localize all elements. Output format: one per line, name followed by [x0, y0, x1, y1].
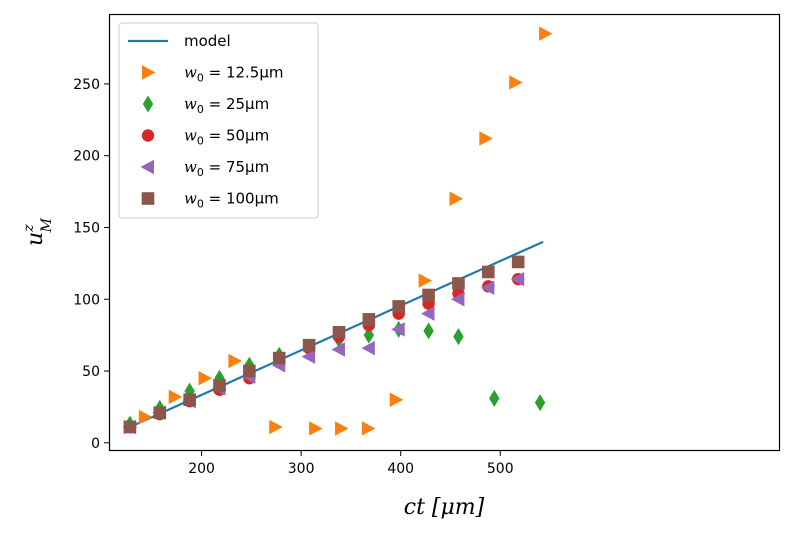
data-point	[153, 406, 167, 419]
series-1	[123, 26, 553, 436]
plot-area	[122, 26, 553, 436]
legend-item: w0 = 75μm	[140, 158, 269, 179]
data-point	[509, 75, 523, 90]
data-point	[391, 322, 405, 337]
legend-item: w0 = 100μm	[141, 190, 279, 211]
data-point	[450, 292, 465, 307]
data-point	[452, 277, 465, 290]
legend-item: w0 = 50μm	[141, 127, 269, 148]
data-point	[418, 273, 433, 288]
data-point	[334, 421, 349, 436]
data-point	[539, 26, 553, 41]
data-point	[272, 351, 286, 365]
data-point	[449, 191, 463, 206]
legend-items: model w0 = 12.5μm w0 = 25μm w0 = 50μm w0 = 7…	[128, 32, 284, 211]
legend-marker-swatch	[142, 65, 156, 80]
data-point	[510, 271, 525, 287]
series-5	[123, 255, 525, 434]
data-point	[480, 280, 495, 295]
x-axis-label: ct [μm]	[404, 495, 485, 520]
legend-label: w0 = 75μm	[184, 158, 269, 179]
y-tick-label: 250	[73, 77, 100, 93]
x-axis: 200 300 400 500	[188, 450, 514, 477]
data-point	[138, 409, 153, 425]
data-point	[332, 325, 346, 339]
data-point	[123, 420, 137, 434]
data-point	[331, 342, 345, 357]
x-tick-label: 300	[288, 461, 315, 477]
data-point	[361, 421, 376, 436]
data-point	[389, 392, 404, 407]
y-tick-label: 100	[73, 292, 100, 308]
legend-marker-swatch	[141, 192, 155, 205]
legend-item: w0 = 25μm	[142, 95, 269, 116]
y-axis-label-sup: z	[21, 224, 37, 233]
x-tick-label: 500	[487, 461, 514, 477]
data-point	[183, 393, 196, 407]
legend-label: model	[184, 32, 231, 50]
data-point	[301, 349, 316, 364]
legend: model w0 = 12.5μm w0 = 25μm w0 = 50μm w0 = 7…	[118, 22, 319, 219]
y-axis-label-main: u	[23, 232, 48, 246]
data-point	[423, 322, 434, 340]
legend-item: w0 = 12.5μm	[142, 64, 284, 85]
data-point	[213, 379, 226, 392]
data-point	[168, 389, 183, 405]
legend-label: w0 = 50μm	[184, 127, 269, 148]
x-tick-label: 200	[188, 461, 215, 477]
data-point	[269, 419, 283, 435]
data-point	[392, 300, 406, 313]
y-tick-label: 50	[82, 364, 100, 380]
legend-label: w0 = 12.5μm	[184, 64, 284, 85]
y-axis-label-sub: M	[39, 217, 55, 233]
x-tick-label: 400	[387, 461, 414, 477]
data-point	[421, 306, 435, 321]
legend-label: w0 = 100μm	[184, 190, 279, 211]
y-axis: 0 50 100 150 200 250	[73, 77, 110, 452]
data-point	[482, 265, 495, 279]
svg-text:uzM: uz M	[21, 217, 55, 246]
axes-frame	[108, 13, 781, 452]
data-point	[302, 338, 316, 352]
data-point	[489, 389, 500, 407]
data-point	[362, 313, 376, 326]
data-point	[309, 421, 323, 436]
y-tick-label: 150	[73, 220, 100, 236]
data-point	[453, 328, 464, 346]
data-point	[361, 340, 375, 356]
data-point	[243, 364, 256, 378]
legend-marker-swatch	[140, 159, 154, 175]
data-point	[184, 382, 195, 400]
data-point	[422, 288, 435, 302]
data-point	[363, 326, 375, 344]
data-point	[511, 255, 525, 269]
data-point	[479, 131, 493, 146]
legend-item: model	[128, 32, 231, 50]
legend-box	[118, 22, 319, 219]
legend-label: w0 = 25μm	[184, 95, 269, 116]
data-point	[198, 371, 213, 386]
data-point	[534, 394, 546, 412]
y-tick-label: 200	[73, 149, 100, 165]
y-tick-label: 0	[91, 436, 100, 452]
legend-marker-swatch	[141, 129, 155, 142]
legend-marker-swatch	[142, 95, 154, 113]
y-axis-label: uz M	[21, 217, 55, 246]
data-point	[228, 353, 242, 369]
